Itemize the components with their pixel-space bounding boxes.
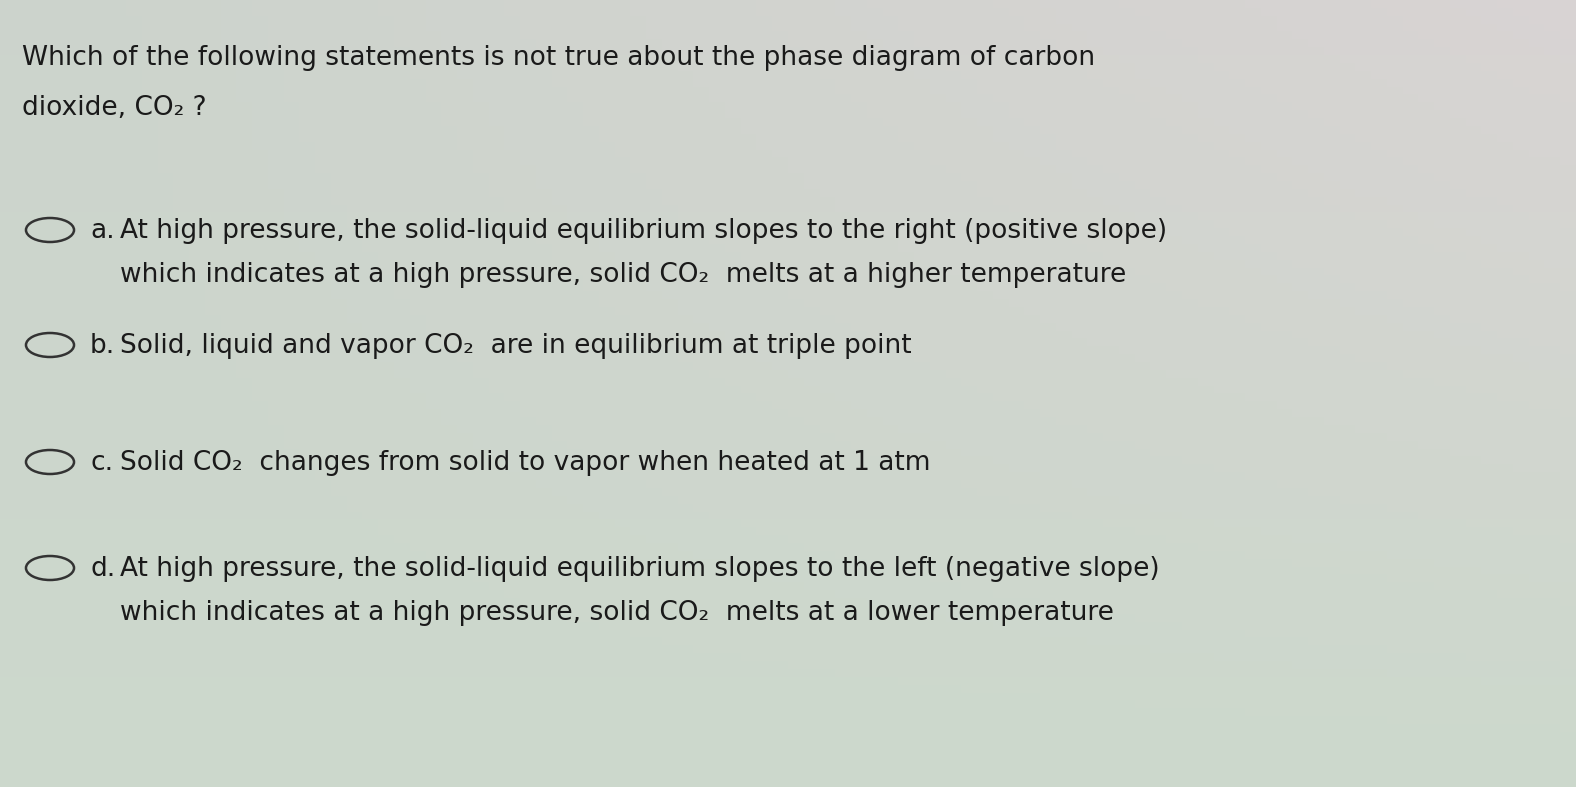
Text: b.: b. bbox=[90, 333, 115, 359]
Text: Which of the following statements is not true about the phase diagram of carbon: Which of the following statements is not… bbox=[22, 45, 1095, 71]
Text: a.: a. bbox=[90, 218, 115, 244]
Text: dioxide, CO₂ ?: dioxide, CO₂ ? bbox=[22, 95, 206, 121]
Text: c.: c. bbox=[90, 450, 113, 476]
Text: Solid, liquid and vapor CO₂  are in equilibrium at triple point: Solid, liquid and vapor CO₂ are in equil… bbox=[120, 333, 911, 359]
Text: d.: d. bbox=[90, 556, 115, 582]
Text: which indicates at a high pressure, solid CO₂  melts at a lower temperature: which indicates at a high pressure, soli… bbox=[120, 600, 1114, 626]
Text: which indicates at a high pressure, solid CO₂  melts at a higher temperature: which indicates at a high pressure, soli… bbox=[120, 262, 1127, 288]
Text: At high pressure, the solid-liquid equilibrium slopes to the right (positive slo: At high pressure, the solid-liquid equil… bbox=[120, 218, 1168, 244]
Text: At high pressure, the solid-liquid equilibrium slopes to the left (negative slop: At high pressure, the solid-liquid equil… bbox=[120, 556, 1160, 582]
Text: Solid CO₂  changes from solid to vapor when heated at 1 atm: Solid CO₂ changes from solid to vapor wh… bbox=[120, 450, 930, 476]
